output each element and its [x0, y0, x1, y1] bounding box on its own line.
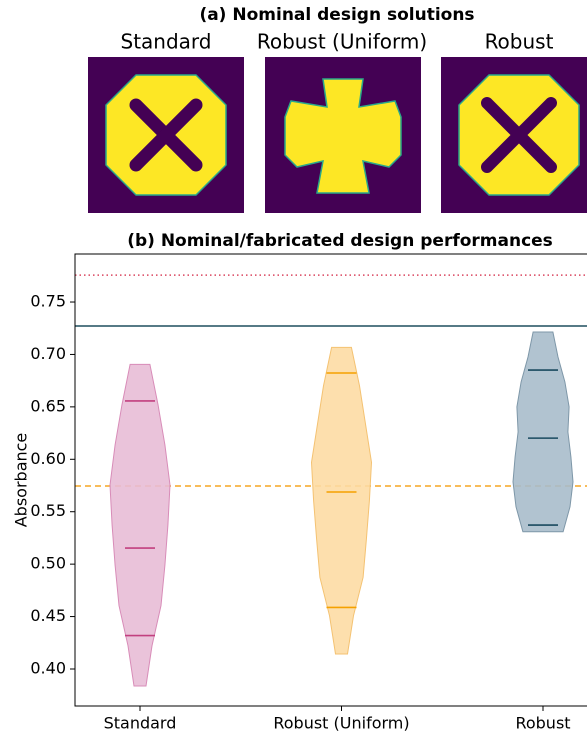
violin [512, 331, 574, 533]
y-tick-label: 0.55 [30, 501, 66, 520]
design-image [441, 57, 587, 213]
y-tick-label: 0.75 [30, 292, 66, 311]
image-label: Robust [485, 30, 554, 54]
y-tick-label: 0.40 [30, 658, 66, 677]
x-tick-label: Robust [515, 714, 570, 733]
violin [310, 346, 373, 655]
plot-area: 0.40 0.45 0.50 0.55 0.60 0.65 0.70 0.75 Standard… [30, 274, 587, 733]
y-tick-label: 0.70 [30, 344, 66, 363]
y-tick-label: 0.50 [30, 554, 66, 573]
y-axis-label: Absorbance [12, 433, 31, 528]
chart-title: (b) Nominal/fabricated design performanc… [127, 231, 553, 251]
image-label: Standard [121, 30, 212, 54]
y-tick-label: 0.45 [30, 606, 66, 625]
y-tick-label: 0.65 [30, 396, 66, 415]
x-tick-label: Robust (Uniform) [273, 714, 409, 733]
image-label: Robust (Uniform) [257, 30, 427, 54]
axes-frame [74, 253, 587, 707]
y-tick-label: 0.60 [30, 449, 66, 468]
panel-a-title: (a) Nominal design solutions [199, 5, 474, 25]
violin [109, 363, 171, 687]
design-image [88, 57, 244, 213]
x-tick-label: Standard [104, 714, 177, 733]
design-image [265, 57, 421, 213]
